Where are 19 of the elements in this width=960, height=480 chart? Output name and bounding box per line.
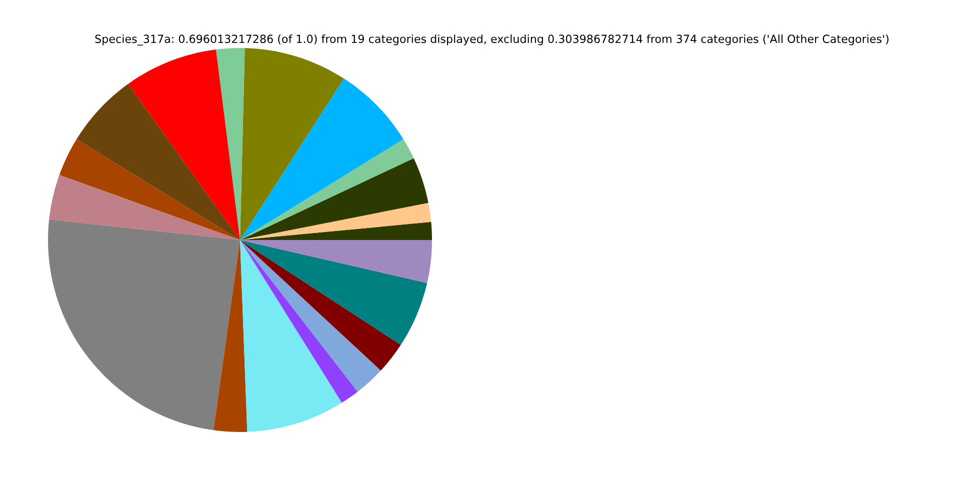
pie-slice <box>240 78 404 240</box>
pie-slice <box>240 240 358 403</box>
pie-slice <box>216 48 245 240</box>
pie-slice <box>240 240 428 345</box>
pie-slice <box>48 220 240 430</box>
pie-slice <box>240 240 432 284</box>
pie-slice <box>76 84 240 240</box>
pie-slice <box>240 48 344 240</box>
pie-slice <box>240 139 414 240</box>
pie-slice <box>240 240 381 392</box>
pie-slice <box>128 50 240 240</box>
pie-slice <box>240 202 432 240</box>
pie-slice <box>240 240 401 371</box>
pie-slice <box>49 174 240 240</box>
pie-slice <box>240 158 428 240</box>
pie-slice <box>240 240 342 432</box>
pie-slice <box>59 139 240 240</box>
pie-slice <box>214 240 248 432</box>
text: Species_317a: 0.696013217286 (of 1.0) from 19 categories displayed, excluding 0.303986782714 from 374 categories ('All Other Categories') <box>95 34 888 46</box>
